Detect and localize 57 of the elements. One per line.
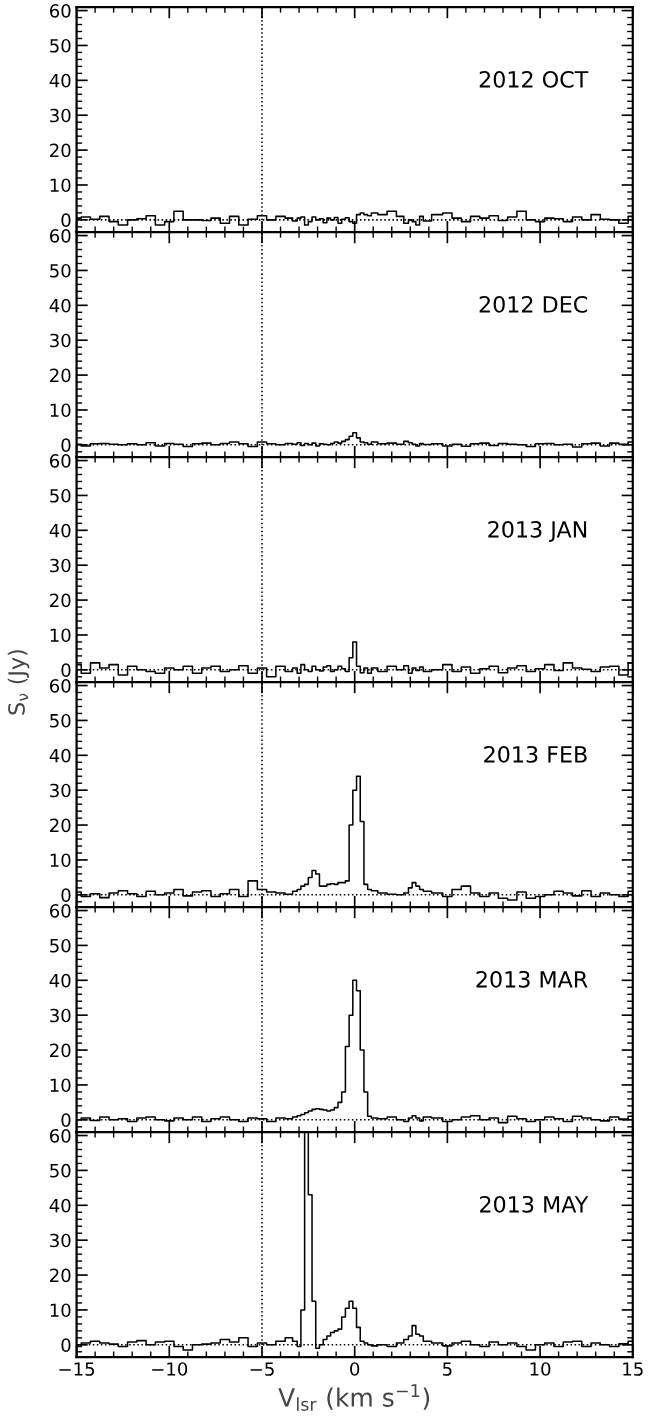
x-tick-label: 0: [350, 1362, 360, 1376]
y-tick-label: 60: [50, 229, 71, 243]
y-tick-label: 40: [49, 523, 71, 538]
y-tick-label: 50: [50, 1163, 71, 1178]
y-tick-label: 20: [50, 1043, 71, 1058]
y-tick-label: 40: [49, 298, 71, 313]
annotation: 2012 OCT: [479, 70, 589, 88]
y-tick-label: 40: [49, 973, 71, 988]
annotation: 2013 MAY: [480, 1195, 589, 1213]
y-tick-label: 0: [61, 1338, 71, 1352]
x-tick-label: −5: [250, 1362, 274, 1376]
y-axis-title: S$_{ν}$ (Jy): [7, 650, 30, 715]
y-tick-label: 60: [50, 1128, 71, 1143]
y-tick-label: 30: [50, 1008, 71, 1023]
y-tick-label: 30: [50, 1233, 71, 1248]
y-tick-label: 30: [50, 333, 71, 348]
y-tick-label: 50: [50, 938, 71, 953]
x-tick-label: 5: [443, 1362, 452, 1376]
x-tick-label: 10: [530, 1362, 551, 1376]
y-tick-label: 40: [49, 73, 71, 88]
annotation: 2012 DEC: [479, 295, 588, 313]
x-axis-title: V$_{lsr}$ (km s$^{−1}$): [278, 1384, 430, 1411]
y-tick-label: 0: [61, 213, 71, 227]
y-tick-label: 50: [50, 38, 71, 53]
y-tick-label: 0: [61, 438, 71, 452]
y-tick-label: 20: [50, 368, 71, 383]
y-tick-label: 10: [50, 628, 71, 643]
y-tick-label: 10: [50, 1303, 71, 1318]
y-tick-label: 60: [50, 454, 71, 468]
y-tick-label: 20: [50, 593, 71, 608]
y-tick-label: 30: [50, 558, 71, 573]
y-tick-label: 0: [61, 1113, 71, 1127]
x-tick-label: −15: [59, 1362, 95, 1376]
y-tick-label: 40: [49, 1198, 71, 1213]
y-tick-label: 10: [50, 178, 71, 193]
y-tick-label: 20: [50, 143, 71, 158]
y-tick-label: 40: [49, 748, 71, 763]
y-tick-label: 50: [50, 488, 71, 503]
y-tick-label: 10: [50, 403, 71, 418]
y-tick-label: 60: [50, 903, 71, 918]
y-tick-label: 0: [61, 888, 71, 902]
y-tick-label: 10: [50, 853, 71, 868]
x-tick-label: −10: [152, 1362, 188, 1376]
y-tick-label: 60: [50, 4, 71, 18]
y-tick-label: 50: [50, 263, 71, 278]
y-tick-label: 20: [50, 818, 71, 833]
x-tick-label: 15: [623, 1362, 643, 1376]
annotation: 2013 JAN: [488, 520, 587, 542]
y-tick-label: 30: [50, 108, 71, 123]
annotation: 2013 FEB: [484, 745, 587, 763]
y-tick-label: 0: [61, 663, 71, 677]
y-tick-label: 50: [50, 713, 71, 728]
y-tick-label: 10: [50, 1078, 71, 1093]
annotation: 2013 MAR: [476, 970, 588, 988]
y-tick-label: 30: [50, 783, 71, 798]
y-tick-label: 60: [50, 679, 71, 693]
y-tick-label: 20: [50, 1268, 71, 1283]
